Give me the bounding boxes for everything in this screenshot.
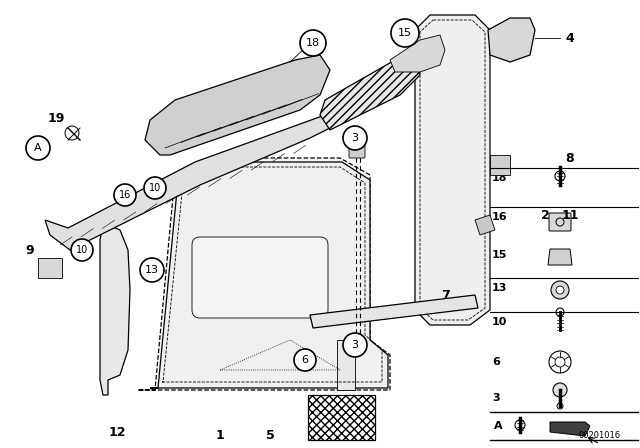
Text: 15: 15 [492,250,508,260]
Text: 12: 12 [108,426,125,439]
Text: 13: 13 [492,283,508,293]
Polygon shape [45,115,330,250]
Text: 17: 17 [321,112,339,125]
Circle shape [144,177,166,199]
Circle shape [300,30,326,56]
Text: 5: 5 [266,428,275,441]
Polygon shape [308,395,375,440]
Polygon shape [145,55,330,155]
Text: 11: 11 [561,208,579,221]
Polygon shape [488,18,535,62]
Polygon shape [150,162,388,388]
Text: 2: 2 [541,208,549,221]
Text: 10: 10 [492,317,508,327]
Text: 10: 10 [76,245,88,255]
Text: 7: 7 [440,289,449,302]
PathPatch shape [100,225,130,395]
Polygon shape [320,55,420,130]
Polygon shape [337,340,355,390]
Text: 16: 16 [492,212,508,222]
Text: 3: 3 [351,133,358,143]
Circle shape [391,19,419,47]
Polygon shape [415,15,490,325]
Circle shape [294,349,316,371]
Text: A: A [34,143,42,153]
Polygon shape [115,198,132,222]
Text: 13: 13 [145,265,159,275]
Circle shape [114,184,136,206]
Polygon shape [310,295,478,328]
Text: 16: 16 [119,190,131,200]
Polygon shape [38,258,62,278]
Polygon shape [550,422,590,436]
FancyBboxPatch shape [192,237,328,318]
Circle shape [553,383,567,397]
Text: 9: 9 [26,244,35,257]
FancyBboxPatch shape [349,144,365,158]
Circle shape [343,126,367,150]
Text: 3: 3 [492,393,500,403]
Text: 19: 19 [47,112,65,125]
Text: 3: 3 [351,340,358,350]
Polygon shape [490,155,510,175]
Circle shape [140,258,164,282]
Polygon shape [390,35,445,72]
FancyBboxPatch shape [549,213,571,231]
Text: 14: 14 [231,116,249,129]
Circle shape [343,333,367,357]
Text: 18: 18 [492,173,508,183]
Text: 00201016: 00201016 [579,431,621,440]
Circle shape [26,136,50,160]
Polygon shape [475,215,495,235]
Text: 10: 10 [149,183,161,193]
Text: 1: 1 [216,428,225,441]
Polygon shape [548,249,572,265]
Circle shape [71,239,93,261]
Circle shape [551,281,569,299]
Text: 15: 15 [398,28,412,38]
Text: 18: 18 [306,38,320,48]
Polygon shape [138,158,390,390]
Text: 6: 6 [301,355,308,365]
Text: 4: 4 [565,31,573,44]
Text: 8: 8 [565,151,573,164]
Circle shape [556,286,564,294]
Text: A: A [494,421,502,431]
Text: 6: 6 [492,357,500,367]
